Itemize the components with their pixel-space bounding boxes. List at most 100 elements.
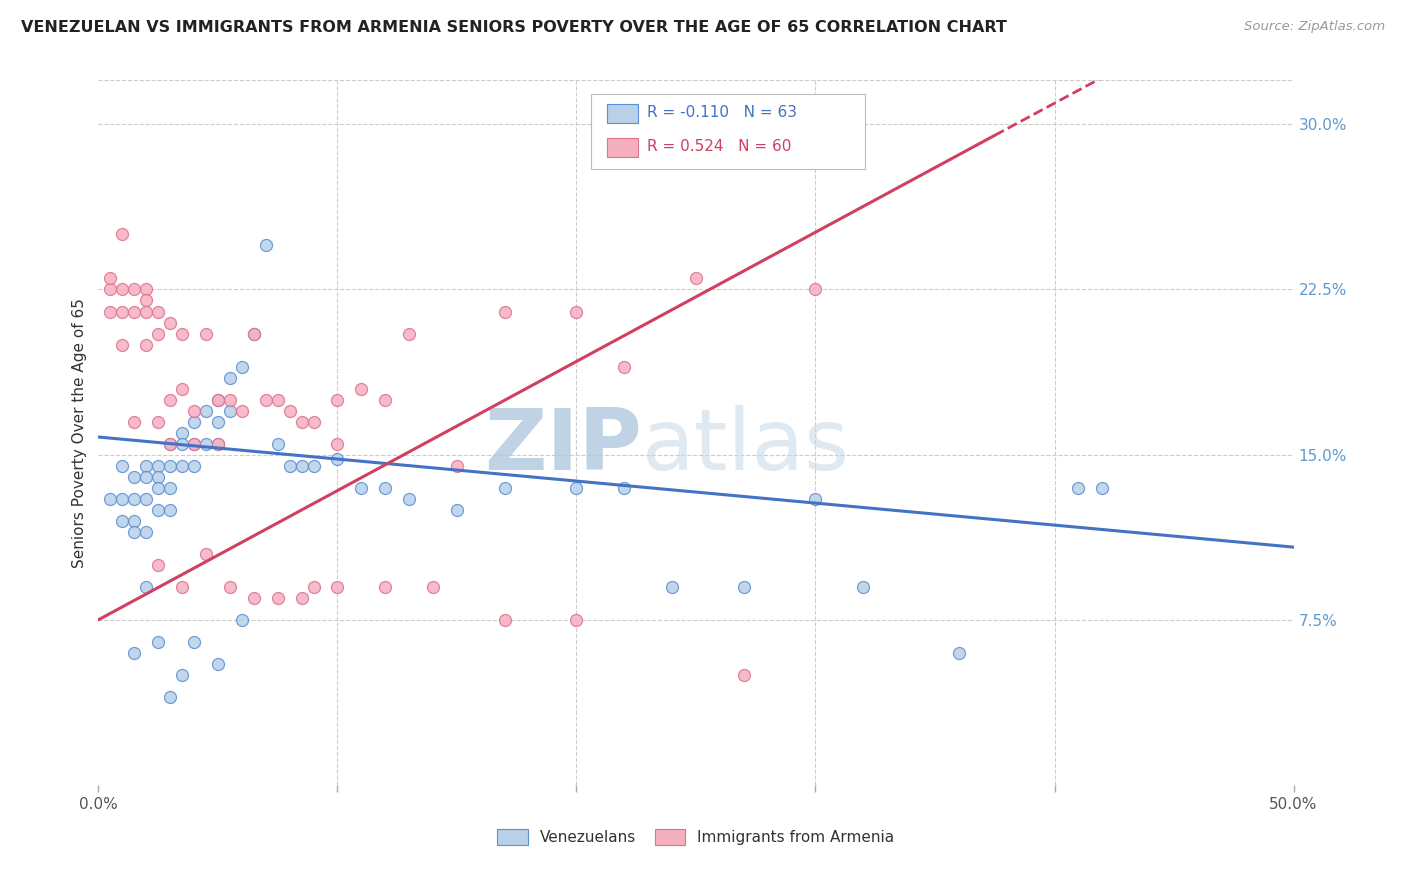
Point bbox=[374, 580, 396, 594]
Point bbox=[302, 415, 325, 429]
Point bbox=[111, 491, 134, 506]
Point bbox=[302, 458, 325, 473]
Point bbox=[231, 613, 253, 627]
Point bbox=[494, 304, 516, 318]
Point bbox=[195, 547, 218, 561]
Point bbox=[565, 481, 588, 495]
Point bbox=[374, 392, 396, 407]
Point bbox=[326, 580, 349, 594]
Point bbox=[148, 481, 170, 495]
Point bbox=[207, 436, 229, 450]
Point bbox=[219, 580, 242, 594]
Point bbox=[243, 591, 266, 605]
Point bbox=[565, 613, 588, 627]
Point bbox=[124, 514, 146, 528]
Point bbox=[183, 635, 205, 649]
Text: VENEZUELAN VS IMMIGRANTS FROM ARMENIA SENIORS POVERTY OVER THE AGE OF 65 CORRELA: VENEZUELAN VS IMMIGRANTS FROM ARMENIA SE… bbox=[21, 20, 1007, 35]
Point bbox=[135, 524, 157, 539]
Point bbox=[195, 436, 218, 450]
Point bbox=[172, 436, 194, 450]
Point bbox=[613, 481, 636, 495]
Text: ZIP: ZIP bbox=[485, 405, 643, 488]
Point bbox=[148, 304, 170, 318]
Point bbox=[243, 326, 266, 341]
Point bbox=[804, 283, 827, 297]
Point bbox=[195, 403, 218, 417]
Point bbox=[804, 491, 827, 506]
Point bbox=[183, 415, 205, 429]
Point bbox=[135, 458, 157, 473]
Point bbox=[159, 481, 181, 495]
Point bbox=[494, 481, 516, 495]
Point bbox=[852, 580, 875, 594]
Point bbox=[243, 326, 266, 341]
Point bbox=[172, 425, 194, 440]
Point bbox=[135, 580, 157, 594]
Point bbox=[98, 283, 122, 297]
Point bbox=[207, 392, 229, 407]
Point bbox=[326, 452, 349, 467]
Point bbox=[254, 238, 277, 252]
Point bbox=[219, 370, 242, 384]
Point bbox=[207, 436, 229, 450]
Point bbox=[374, 481, 396, 495]
Point bbox=[1067, 481, 1090, 495]
Point bbox=[148, 558, 170, 572]
Point bbox=[291, 591, 314, 605]
Point bbox=[135, 469, 157, 483]
Point bbox=[111, 227, 134, 242]
Point bbox=[326, 436, 349, 450]
Point bbox=[172, 382, 194, 396]
Point bbox=[135, 293, 157, 308]
Legend: Venezuelans, Immigrants from Armenia: Venezuelans, Immigrants from Armenia bbox=[491, 823, 901, 851]
Point bbox=[565, 304, 588, 318]
Point bbox=[278, 458, 301, 473]
Point bbox=[111, 304, 134, 318]
Point bbox=[948, 646, 970, 660]
Point bbox=[135, 283, 157, 297]
Point bbox=[267, 591, 290, 605]
Point bbox=[159, 690, 181, 704]
Text: Source: ZipAtlas.com: Source: ZipAtlas.com bbox=[1244, 20, 1385, 33]
Point bbox=[111, 514, 134, 528]
Point bbox=[135, 337, 157, 351]
Point bbox=[172, 326, 194, 341]
Point bbox=[111, 283, 134, 297]
Point bbox=[159, 436, 181, 450]
Y-axis label: Seniors Poverty Over the Age of 65: Seniors Poverty Over the Age of 65 bbox=[72, 298, 87, 567]
Point bbox=[124, 491, 146, 506]
Point bbox=[183, 436, 205, 450]
Point bbox=[135, 304, 157, 318]
Point bbox=[733, 580, 755, 594]
Point bbox=[183, 436, 205, 450]
Point bbox=[446, 458, 468, 473]
Point bbox=[98, 491, 122, 506]
Point bbox=[148, 415, 170, 429]
Point bbox=[254, 392, 277, 407]
Point bbox=[613, 359, 636, 374]
Point bbox=[159, 392, 181, 407]
Point bbox=[148, 635, 170, 649]
Point bbox=[207, 657, 229, 671]
Point bbox=[302, 580, 325, 594]
Point bbox=[291, 415, 314, 429]
Point bbox=[207, 415, 229, 429]
Point bbox=[172, 668, 194, 682]
Point bbox=[111, 337, 134, 351]
Point bbox=[148, 469, 170, 483]
Point bbox=[685, 271, 707, 285]
Text: R = 0.524   N = 60: R = 0.524 N = 60 bbox=[647, 139, 792, 154]
Point bbox=[148, 458, 170, 473]
Point bbox=[494, 613, 516, 627]
Point bbox=[219, 392, 242, 407]
Point bbox=[124, 469, 146, 483]
Point bbox=[172, 580, 194, 594]
Point bbox=[159, 458, 181, 473]
Point bbox=[111, 458, 134, 473]
Point bbox=[159, 502, 181, 516]
Point bbox=[124, 283, 146, 297]
Point bbox=[231, 403, 253, 417]
Point bbox=[195, 326, 218, 341]
Point bbox=[183, 458, 205, 473]
Point bbox=[124, 415, 146, 429]
